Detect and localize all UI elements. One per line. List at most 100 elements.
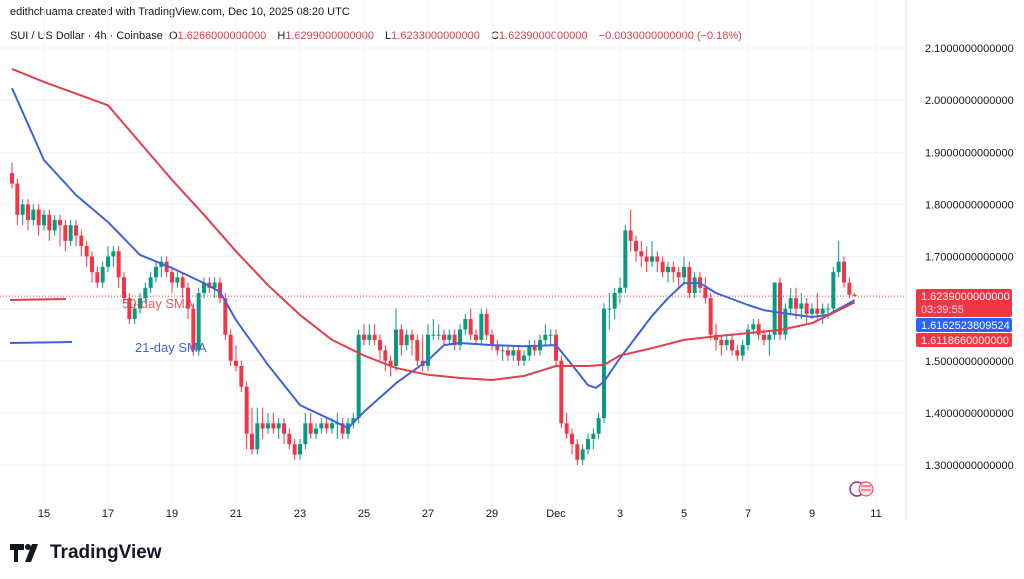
candle-up (618, 287, 622, 293)
candle-up (42, 214, 46, 226)
candle-down (532, 345, 537, 351)
price-tick-label: 1.5000000000000 (925, 356, 1014, 368)
candle-down (399, 329, 404, 346)
time-tick-label: 9 (809, 508, 815, 520)
candle-down (564, 423, 569, 434)
candle-up (682, 266, 686, 278)
candle-up (724, 339, 729, 346)
candle-down (292, 444, 297, 455)
candle-up (52, 220, 57, 231)
candle-down (58, 220, 62, 226)
time-tick-label: 25 (358, 508, 370, 520)
candle-down (506, 350, 510, 356)
candle-up (68, 225, 73, 241)
candle-down (442, 334, 446, 340)
tradingview-logo-icon (10, 544, 38, 562)
candle-up (767, 334, 772, 340)
candle-down (415, 339, 420, 361)
candle-down (383, 350, 388, 361)
candle-down (815, 308, 820, 314)
candle-down (388, 360, 393, 366)
candle-up (799, 303, 804, 309)
close-value: 1.6239000000000 (498, 30, 588, 42)
candle-up (132, 308, 137, 320)
low-label: L (385, 30, 392, 42)
candle-up (175, 277, 180, 283)
candle-down (362, 334, 366, 340)
candle-up (820, 308, 825, 314)
candle-up (596, 418, 601, 434)
symbol-label[interactable]: SUI / US Dollar · 4h · Coinbase (10, 30, 163, 42)
candle-down (340, 423, 345, 434)
candle-up (479, 313, 484, 340)
open-label: O (168, 30, 178, 42)
candle-down (778, 282, 782, 335)
candle-up (100, 266, 105, 283)
candle-down (634, 240, 638, 252)
sma-lines (11, 67, 856, 429)
candle-up (255, 423, 260, 450)
candle-down (324, 423, 329, 429)
candle-up (650, 256, 654, 262)
candle-down (127, 298, 132, 320)
candle-down (164, 261, 169, 273)
candle-down (516, 350, 521, 361)
candle-up (426, 334, 430, 366)
candle-down (74, 225, 78, 236)
candle-down (703, 287, 708, 299)
chart-credit: edithchuama created with TradingView.com… (10, 6, 350, 18)
candle-down (15, 183, 20, 215)
candle-up (580, 449, 585, 460)
ohlc-legend: SUI / US Dollar · 4h · Coinbase O1.62660… (10, 30, 750, 42)
candle-down (234, 360, 238, 366)
candle-up (607, 308, 612, 310)
candle-up (458, 329, 462, 346)
candle-down (719, 339, 724, 346)
candle-down (655, 256, 660, 262)
candle-up (772, 282, 777, 335)
candle-down (36, 209, 41, 226)
price-tick-label: 2.0000000000000 (925, 95, 1014, 107)
candle-down (95, 272, 100, 283)
time-tick-label: 5 (681, 508, 687, 520)
candle-down (730, 339, 734, 351)
high-label: H (277, 30, 286, 42)
candle-down (260, 423, 265, 429)
candle-up (543, 334, 548, 340)
logo-text: TradingView (50, 542, 162, 563)
candle-down (660, 261, 665, 273)
candle-up (356, 334, 361, 419)
candle-down (282, 423, 286, 434)
candle-up (266, 423, 270, 429)
event-flags-icon[interactable] (849, 481, 874, 497)
candle-up (148, 277, 153, 288)
candle-up (511, 350, 516, 356)
candle-down (308, 423, 313, 434)
candle-up (276, 423, 281, 429)
candle-up (591, 433, 596, 439)
candle-up (404, 334, 409, 346)
candle-down (122, 277, 126, 299)
candle-down (63, 225, 68, 241)
candle-down (186, 287, 190, 309)
candle-up (826, 308, 830, 310)
candle-up (351, 418, 356, 424)
candle-down (239, 365, 244, 387)
price-axis[interactable]: 2.1000000000000 2.0000000000000 1.90000000… (925, 43, 1014, 472)
candle-down (842, 261, 846, 283)
time-tick-label: 15 (38, 508, 50, 520)
candle-up (138, 298, 142, 309)
candle-down (271, 423, 276, 429)
candle-up (31, 209, 36, 221)
open-value: 1.6266000000000 (177, 30, 267, 42)
candle-down (191, 308, 196, 351)
candle-down (847, 282, 852, 295)
candle-up (106, 256, 110, 267)
candle-up (666, 266, 670, 273)
candle-down (170, 272, 174, 283)
candle-down (490, 334, 494, 346)
countdown-text: 03:39:55 (921, 304, 964, 316)
candle-up (314, 428, 318, 434)
time-axis[interactable]: 15 17 19 21 23 25 27 29 Dec 3 5 7 9 11 (38, 508, 882, 520)
